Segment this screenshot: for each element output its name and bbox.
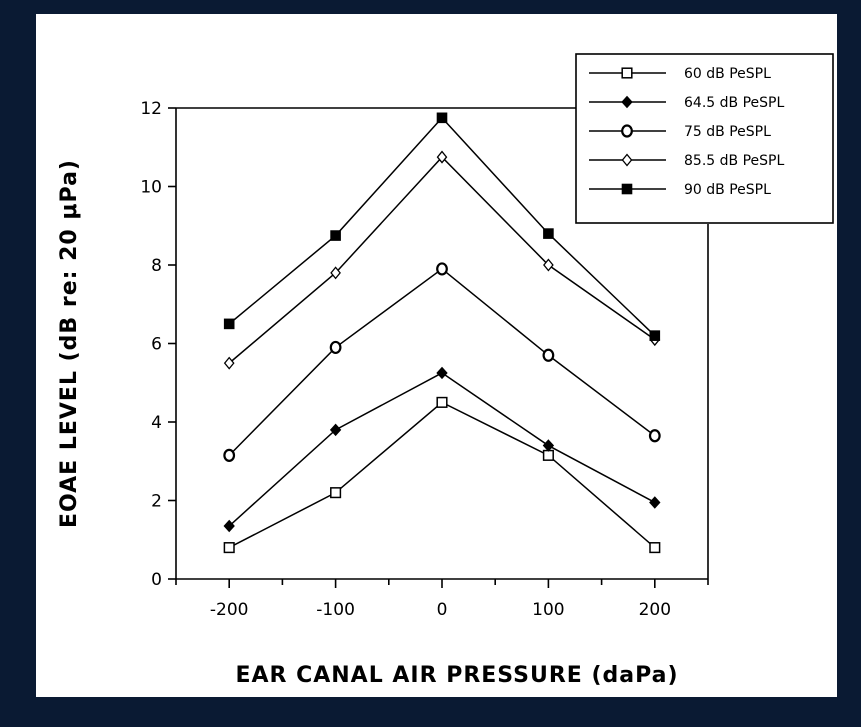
data-point	[436, 366, 448, 380]
data-point	[330, 487, 342, 499]
x-tick-label: 200	[639, 600, 671, 620]
series-3	[223, 262, 661, 462]
legend-label: 90 dB PeSPL	[684, 182, 771, 198]
y-axis-title: EOAE LEVEL (dB re: 20 μPa)	[57, 159, 82, 528]
legend-box	[575, 53, 834, 224]
chart-panel: 0 2 4 6 8 10 12 -200 -100 0 100 200 60 dB PeSPL 64.5…	[36, 14, 837, 697]
legend-label: 75 dB PeSPL	[684, 124, 771, 140]
series-5	[223, 112, 661, 341]
data-point	[649, 330, 661, 341]
legend-item: 75 dB PeSPL	[589, 124, 771, 140]
data-point	[648, 429, 661, 443]
data-point	[436, 262, 448, 276]
series-line	[228, 267, 656, 456]
data-point	[329, 340, 342, 355]
y-tick-label: 0	[151, 570, 162, 590]
data-point	[329, 423, 342, 437]
data-point	[542, 348, 555, 362]
legend-label: 64.5 dB PeSPL	[684, 95, 784, 111]
x-tick-label: 0	[437, 600, 448, 620]
data-point	[543, 228, 554, 239]
legend-label: 85.5 dB PeSPL	[684, 153, 784, 169]
x-tick-label: -100	[316, 600, 355, 620]
data-point	[543, 258, 554, 272]
data-point	[223, 519, 235, 533]
data-point	[223, 448, 236, 462]
series-line	[228, 401, 656, 549]
data-point	[649, 496, 661, 509]
data-point	[330, 266, 341, 280]
series-line	[228, 372, 656, 527]
legend-item: 60 dB PeSPL	[589, 66, 771, 82]
data-point	[542, 449, 554, 461]
series-2	[223, 366, 661, 533]
y-tick-label: 4	[151, 413, 162, 433]
legend-label: 60 dB PeSPL	[684, 66, 771, 82]
data-point	[223, 542, 235, 554]
y-tick-label: 2	[151, 492, 162, 512]
data-point	[330, 230, 341, 241]
legend-marker	[621, 124, 633, 138]
legend: 60 dB PeSPL 64.5 dB PeSPL 75 dB PeSPL 85.5 …	[575, 53, 834, 224]
series-1	[223, 396, 661, 554]
x-tick-label: 100	[532, 600, 564, 620]
x-axis-title: EAR CANAL AIR PRESSURE (daPa)	[235, 663, 678, 688]
legend-marker	[621, 95, 633, 109]
data-point	[436, 150, 448, 164]
y-tick-label: 8	[151, 256, 162, 276]
legend-item: 90 dB PeSPL	[589, 182, 771, 198]
y-tick-label: 12	[140, 99, 162, 119]
data-point	[436, 396, 448, 408]
y-tick-label: 10	[140, 178, 162, 198]
x-tick-label: -200	[210, 600, 249, 620]
legend-item: 85.5 dB PeSPL	[589, 153, 784, 169]
legend-marker	[621, 67, 633, 79]
legend-item: 64.5 dB PeSPL	[589, 95, 784, 111]
data-point	[649, 542, 661, 554]
chart: 0 2 4 6 8 10 12 -200 -100 0 100 200 60 dB PeSPL 64.5…	[57, 53, 834, 688]
data-point	[542, 439, 555, 452]
series-layer	[223, 112, 661, 554]
data-point	[436, 112, 448, 124]
axes: 0 2 4 6 8 10 12 -200 -100 0 100 200	[140, 99, 709, 620]
legend-marker	[621, 153, 633, 167]
y-tick-label: 6	[151, 335, 162, 355]
data-point	[223, 318, 235, 330]
legend-marker	[621, 183, 633, 195]
data-point	[223, 356, 235, 370]
